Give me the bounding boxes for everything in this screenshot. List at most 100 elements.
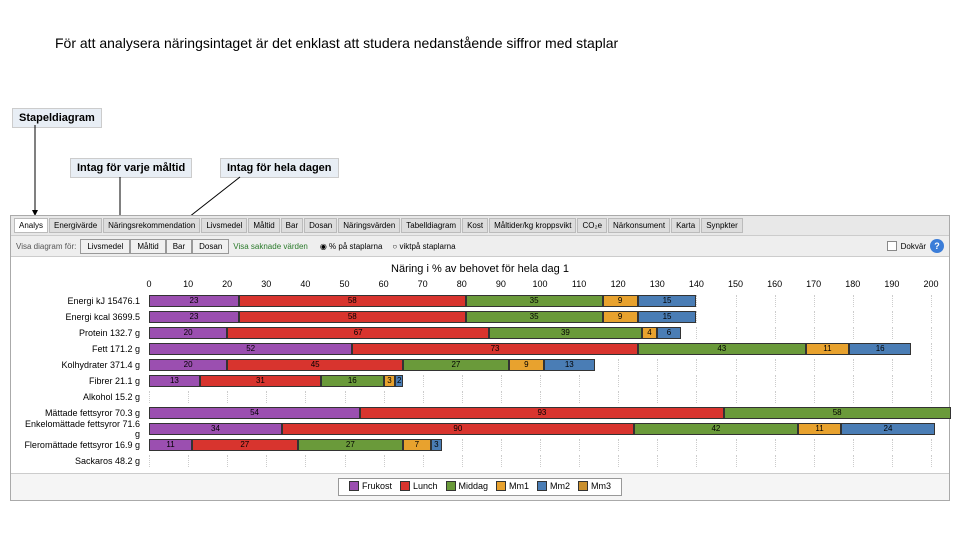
tab-2[interactable]: Näringsrekommendation <box>103 218 200 233</box>
dokvar-checkbox[interactable] <box>887 241 897 251</box>
tick-150: 150 <box>728 279 743 289</box>
legend-item-mm2: Mm2 <box>537 481 570 491</box>
bar-track: 5273431116 <box>149 343 931 355</box>
bar-segment-frukost: 52 <box>149 343 352 355</box>
bar-track: 13311632 <box>149 375 931 387</box>
help-icon[interactable]: ? <box>930 239 944 253</box>
bar-segment-mm2: 2 <box>395 375 403 387</box>
legend-swatch <box>349 481 359 491</box>
bar-segment-frukost: 34 <box>149 423 282 435</box>
tab-8[interactable]: Tabelldiagram <box>401 218 461 233</box>
tick-200: 200 <box>923 279 938 289</box>
tick-90: 90 <box>496 279 506 289</box>
bar-segment-lunch: 31 <box>200 375 321 387</box>
bar-segment-frukost: 13 <box>149 375 200 387</box>
label-stapeldiagram: Stapeldiagram <box>12 108 102 128</box>
legend-swatch <box>446 481 456 491</box>
tick-190: 190 <box>884 279 899 289</box>
legend-item-middag: Middag <box>446 481 489 491</box>
nutrient-row: Fibrer 21.1 g13311632 <box>149 373 931 389</box>
toolbar-btn-måltid[interactable]: Måltid <box>130 239 165 254</box>
tab-10[interactable]: Måltider/kg kroppsvikt <box>489 218 576 233</box>
bar-segment-lunch: 45 <box>227 359 403 371</box>
bar-segment-mm2: 6 <box>657 327 680 339</box>
legend-label: Lunch <box>413 481 438 491</box>
bar-segment-middag: 16 <box>321 375 384 387</box>
bar-segment-middag: 27 <box>403 359 509 371</box>
legend-label: Mm2 <box>550 481 570 491</box>
bar-segment-frukost: 11 <box>149 439 192 451</box>
bar-segment-mm2: 24 <box>841 423 935 435</box>
tab-14[interactable]: Synpkter <box>701 218 743 233</box>
bar-segment-mm1: 3 <box>384 375 396 387</box>
bar-segment-lunch: 58 <box>239 311 466 323</box>
tab-13[interactable]: Karta <box>671 218 700 233</box>
row-label: Energi kcal 3699.5 <box>19 312 144 322</box>
row-label: Enkelomättade fettsyror 71.6 g <box>19 419 144 439</box>
tick-80: 80 <box>457 279 467 289</box>
bar-track: 20673946 <box>149 327 931 339</box>
tab-11[interactable]: CO₂e <box>577 218 607 233</box>
row-label: Mättade fettsyror 70.3 g <box>19 408 144 418</box>
toolbar-btn-bar[interactable]: Bar <box>166 239 192 254</box>
bar-segment-frukost: 20 <box>149 327 227 339</box>
bar-segment-middag: 35 <box>466 295 603 307</box>
tick-20: 20 <box>222 279 232 289</box>
bar-segment-middag: 27 <box>298 439 404 451</box>
legend-item-lunch: Lunch <box>400 481 438 491</box>
nutrient-row: Energi kcal 3699.5235835915 <box>149 309 931 325</box>
tick-180: 180 <box>845 279 860 289</box>
bar-segment-lunch: 58 <box>239 295 466 307</box>
bar-segment-mm1: 11 <box>798 423 841 435</box>
nutrient-row: Sackaros 48.2 g <box>149 453 931 469</box>
row-label: Alkohol 15.2 g <box>19 392 144 402</box>
tab-9[interactable]: Kost <box>462 218 488 233</box>
bar-segment-mm2: 16 <box>849 343 912 355</box>
toolbar-btn-dosan[interactable]: Dosan <box>192 239 229 254</box>
bar-segment-mm1: 11 <box>806 343 849 355</box>
bar-segment-middag: 39 <box>489 327 641 339</box>
tick-110: 110 <box>572 279 586 289</box>
missing-values-link[interactable]: Visa saknade värden <box>233 242 308 251</box>
bar-segment-lunch: 73 <box>352 343 637 355</box>
tick-140: 140 <box>689 279 704 289</box>
tab-0[interactable]: Analys <box>14 218 48 233</box>
bars-container: Energi kJ 15476.1235835915Energi kcal 36… <box>149 293 931 469</box>
bar-track: 549358 <box>149 407 931 419</box>
tab-4[interactable]: Måltid <box>248 218 279 233</box>
tab-1[interactable]: Energivärde <box>49 218 102 233</box>
label-varje-maltid: Intag för varje måltid <box>70 158 192 178</box>
bar-segment-lunch: 67 <box>227 327 489 339</box>
toolbar-btn-livsmedel[interactable]: Livsmedel <box>80 239 130 254</box>
tick-50: 50 <box>339 279 349 289</box>
nutrient-row: Kolhydrater 371.4 g204527913 <box>149 357 931 373</box>
row-label: Sackaros 48.2 g <box>19 456 144 466</box>
nutrient-row: Mättade fettsyror 70.3 g549358 <box>149 405 931 421</box>
bar-segment-mm1: 7 <box>403 439 430 451</box>
bar-track: 11272773 <box>149 439 931 451</box>
tick-170: 170 <box>806 279 821 289</box>
radio-weight[interactable]: ○ viktpå staplarna <box>392 242 455 251</box>
tab-5[interactable]: Bar <box>281 218 303 233</box>
row-label: Fibrer 21.1 g <box>19 376 144 386</box>
bar-segment-mm1: 9 <box>603 311 638 323</box>
bar-segment-mm2: 3 <box>431 439 443 451</box>
tick-100: 100 <box>532 279 547 289</box>
bar-segment-mm1: 9 <box>509 359 544 371</box>
tab-7[interactable]: Näringsvärden <box>338 218 400 233</box>
row-label: Energi kJ 15476.1 <box>19 296 144 306</box>
legend-label: Mm3 <box>591 481 611 491</box>
tab-6[interactable]: Dosan <box>304 218 337 233</box>
tick-0: 0 <box>146 279 151 289</box>
legend-swatch <box>496 481 506 491</box>
row-label: Protein 132.7 g <box>19 328 144 338</box>
sub-toolbar: Visa diagram för: LivsmedelMåltidBarDosa… <box>11 236 949 257</box>
tab-3[interactable]: Livsmedel <box>201 218 247 233</box>
app-window: AnalysEnergivärdeNäringsrekommendationLi… <box>10 215 950 501</box>
tick-10: 10 <box>183 279 193 289</box>
bar-track: 235835915 <box>149 311 931 323</box>
nutrient-row: Fleromättade fettsyror 16.9 g11272773 <box>149 437 931 453</box>
tab-12[interactable]: Närkonsument <box>608 218 670 233</box>
radio-percent[interactable]: ◉ % på staplarna <box>320 242 383 251</box>
bar-segment-mm2: 13 <box>544 359 595 371</box>
